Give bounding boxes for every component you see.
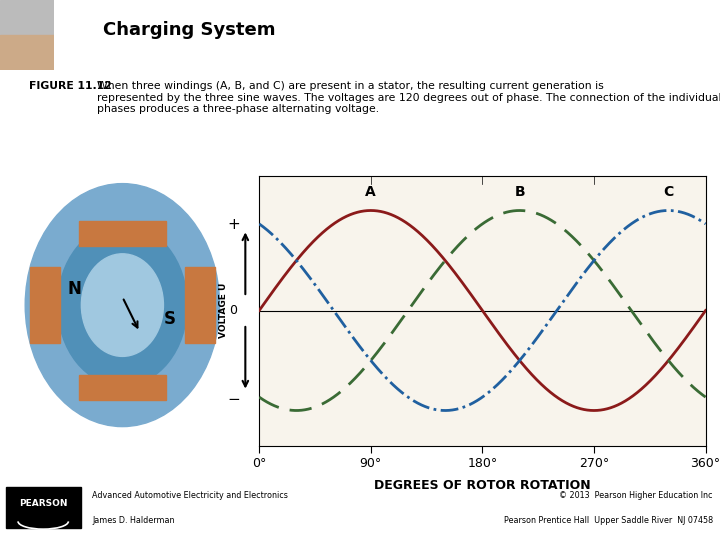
Bar	[185, 267, 215, 343]
Text: PEARSON: PEARSON	[19, 499, 68, 508]
Text: James D. Halderman: James D. Halderman	[92, 516, 175, 525]
Text: 0: 0	[230, 304, 238, 317]
Text: FIGURE 11.12: FIGURE 11.12	[29, 81, 112, 91]
Text: N: N	[68, 280, 82, 298]
Text: A: A	[366, 185, 376, 199]
Text: S: S	[164, 309, 176, 328]
Text: When three windings (A, B, and C) are present in a stator, the resulting current: When three windings (A, B, and C) are pr…	[97, 81, 720, 114]
Text: © 2013  Pearson Higher Education Inc: © 2013 Pearson Higher Education Inc	[559, 491, 713, 500]
Ellipse shape	[58, 224, 187, 386]
Bar	[79, 375, 166, 400]
Bar	[6, 487, 81, 528]
Bar	[0, 35, 54, 70]
Text: 11: 11	[61, 23, 79, 36]
Ellipse shape	[25, 184, 220, 427]
Text: Charging System: Charging System	[102, 22, 275, 39]
Text: +: +	[227, 217, 240, 232]
Bar	[79, 221, 166, 246]
Text: −: −	[227, 392, 240, 407]
Bar	[30, 267, 60, 343]
Text: VOLTAGE U: VOLTAGE U	[219, 283, 228, 338]
Bar	[0, 0, 54, 35]
Text: Advanced Automotive Electricity and Electronics: Advanced Automotive Electricity and Elec…	[92, 491, 288, 500]
X-axis label: DEGREES OF ROTOR ROTATION: DEGREES OF ROTOR ROTATION	[374, 478, 590, 491]
Text: C: C	[663, 185, 673, 199]
Text: Pearson Prentice Hall  Upper Saddle River  NJ 07458: Pearson Prentice Hall Upper Saddle River…	[504, 516, 713, 525]
Text: B: B	[514, 185, 525, 199]
Ellipse shape	[81, 254, 163, 356]
